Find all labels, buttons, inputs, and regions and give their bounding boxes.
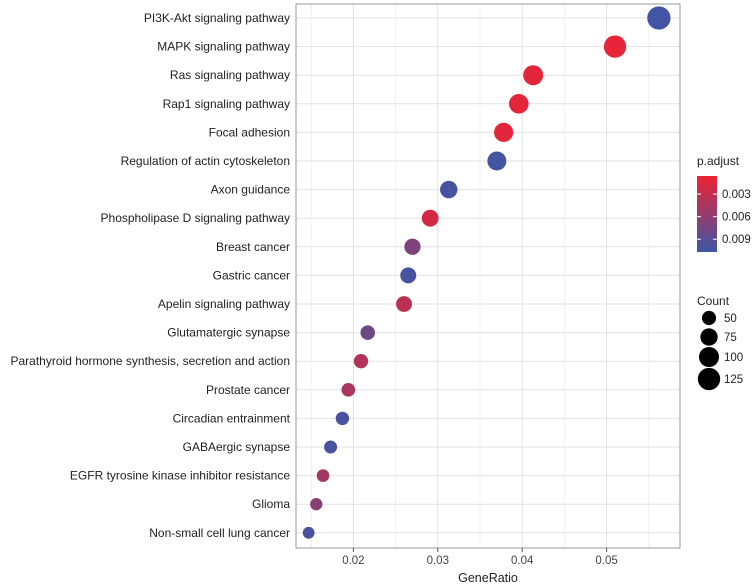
y-tick-label: Ras signaling pathway [170,68,290,82]
color-legend-ticks: 0.003 0.006 0.009 [697,189,751,246]
points-layer [302,6,671,539]
y-tick-label: MAPK signaling pathway [157,40,290,54]
y-tick-label: EGFR tyrosine kinase inhibitor resistanc… [70,469,290,483]
size-legend-circle [700,328,718,346]
y-tick-label: Focal adhesion [209,125,290,139]
data-point [335,411,350,426]
data-point [494,122,514,142]
color-legend-title: p.adjust [697,154,740,168]
color-gradient-bar [697,176,717,252]
color-tick-label: 0.006 [722,212,751,224]
size-legend-circle [697,367,721,391]
plot-panel-border [295,3,681,549]
data-point [440,180,458,199]
y-tick-label: GABAergic synapse [183,440,291,454]
y-tick-label: Non-small cell lung cancer [149,526,290,540]
y-tick-label: Glutamatergic synapse [167,326,290,340]
y-tick-label: Glioma [252,497,290,511]
data-point [310,498,323,511]
x-axis-tick-labels: 0.02 0.03 0.04 0.05 [342,548,618,567]
data-point [400,267,417,284]
x-tick-label: 0.03 [427,555,449,567]
size-legend-circle [701,310,717,326]
y-tick-label: Rap1 signaling pathway [163,97,290,111]
size-legend-label: 125 [724,374,743,386]
data-point [324,440,338,454]
size-legend: Count 50 75 100 125 [697,294,743,391]
size-legend-label: 50 [724,313,737,325]
size-legend-circle [699,347,719,367]
size-legend-label: 100 [724,352,743,364]
data-point [302,526,315,539]
y-tick-label: Phospholipase D signaling pathway [101,211,290,225]
data-point [487,151,507,171]
y-tick-label: Axon guidance [211,183,291,197]
data-point [647,6,671,30]
data-point [523,65,544,86]
color-tick-label: 0.009 [722,234,751,246]
y-tick-label: Apelin signaling pathway [158,297,290,311]
x-tick-label: 0.02 [342,555,364,567]
x-tick-label: 0.05 [595,555,617,567]
grid-layer [296,4,680,548]
y-tick-label: Prostate cancer [206,383,290,397]
color-legend: p.adjust 0.003 0.006 0.009 [697,154,751,252]
size-legend-label: 75 [724,332,737,344]
y-tick-label: Circadian entrainment [173,411,291,425]
x-tick-label: 0.04 [511,555,534,567]
data-point [509,94,529,114]
x-axis-title: GeneRatio [458,571,518,585]
y-tick-label: Regulation of actin cytoskeleton [121,154,290,168]
size-legend-items: 50 75 100 125 [697,310,743,391]
data-point [341,382,356,397]
data-point [404,238,421,255]
y-axis-tick-labels: PI3K-Akt signaling pathway MAPK signaling… [11,11,291,540]
color-tick-label: 0.003 [722,189,751,201]
data-point [353,354,369,369]
y-tick-label: Gastric cancer [213,268,290,282]
data-point [316,469,330,482]
data-point [603,35,627,58]
y-tick-label: Parathyroid hormone synthesis, secretion… [11,354,291,368]
data-point [360,325,376,340]
y-tick-label: Breast cancer [216,240,290,254]
size-legend-title: Count [697,294,730,308]
data-point [396,296,412,312]
y-tick-label: PI3K-Akt signaling pathway [144,11,290,25]
data-point [421,209,439,227]
